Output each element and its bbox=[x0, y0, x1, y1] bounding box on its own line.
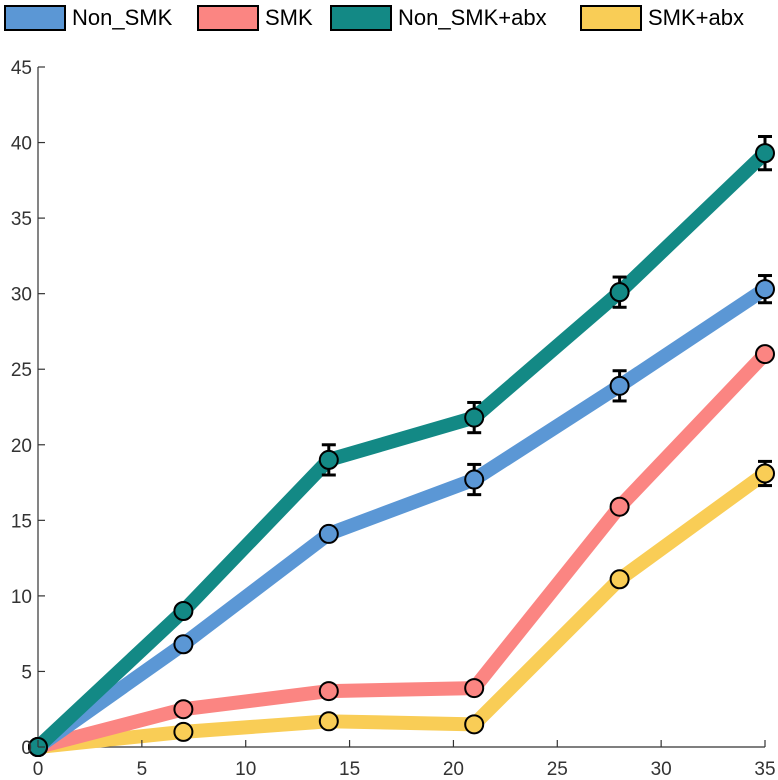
x-tick-label: 30 bbox=[651, 759, 672, 780]
data-point bbox=[609, 282, 630, 303]
legend-item-non-smk-abx: Non_SMK+abx bbox=[330, 3, 547, 33]
y-tick-label: 35 bbox=[11, 209, 32, 230]
data-point bbox=[318, 523, 339, 544]
y-tick-label: 25 bbox=[11, 360, 32, 381]
y-tick-label: 20 bbox=[11, 436, 32, 457]
data-point bbox=[755, 463, 775, 484]
legend-label-smk-abx: SMK+abx bbox=[648, 5, 744, 30]
y-tick-label: 10 bbox=[11, 587, 32, 608]
ticks-layer: 0 5 10 15 20 25 30 35 40 45 0 5 10 15 20 25 30 35 bbox=[11, 58, 776, 780]
legend-item-smk: SMK bbox=[197, 3, 313, 33]
y-tick-label: 15 bbox=[11, 511, 32, 532]
data-point bbox=[173, 721, 194, 742]
data-point bbox=[173, 699, 194, 720]
x-tick-label: 0 bbox=[33, 759, 44, 780]
data-point bbox=[464, 469, 485, 490]
legend-item-non-smk: Non_SMK bbox=[4, 3, 172, 33]
y-tick-label: 45 bbox=[11, 58, 32, 79]
data-point bbox=[464, 678, 485, 699]
legend-label-non-smk-abx: Non_SMK+abx bbox=[398, 5, 547, 30]
series-layer bbox=[28, 135, 775, 757]
legend-label-smk: SMK bbox=[265, 5, 313, 30]
x-tick-label: 20 bbox=[443, 759, 464, 780]
legend-swatch-non-smk-abx bbox=[330, 5, 392, 31]
series-line bbox=[31, 146, 772, 754]
legend-swatch-smk-abx bbox=[580, 5, 642, 31]
legend-swatch-non-smk bbox=[4, 5, 66, 31]
legend-label-non-smk: Non_SMK bbox=[72, 5, 173, 30]
data-point bbox=[173, 601, 194, 621]
data-point bbox=[464, 407, 485, 428]
data-point bbox=[464, 714, 485, 735]
data-point bbox=[755, 143, 775, 164]
data-point bbox=[755, 344, 775, 365]
legend-item-smk-abx: SMK+abx bbox=[580, 3, 744, 33]
data-point bbox=[609, 375, 630, 396]
data-point bbox=[318, 711, 339, 732]
y-tick-label: 5 bbox=[21, 662, 32, 683]
data-point bbox=[609, 569, 630, 590]
data-point bbox=[318, 449, 339, 470]
data-point bbox=[755, 279, 775, 300]
series-line bbox=[31, 347, 772, 754]
series-line bbox=[31, 466, 772, 754]
series-line bbox=[31, 282, 772, 754]
y-tick-label: 0 bbox=[21, 738, 32, 759]
data-point bbox=[609, 496, 630, 517]
x-tick-label: 25 bbox=[547, 759, 568, 780]
data-point bbox=[173, 634, 194, 655]
x-tick-label: 35 bbox=[754, 759, 775, 780]
legend-swatch-smk bbox=[197, 5, 259, 31]
y-tick-label: 30 bbox=[11, 285, 32, 306]
x-tick-label: 15 bbox=[339, 759, 360, 780]
series-non-smk-abx bbox=[28, 135, 775, 757]
y-tick-label: 40 bbox=[11, 134, 32, 155]
x-tick-label: 10 bbox=[235, 759, 256, 780]
series-smk bbox=[28, 344, 775, 757]
axes bbox=[37, 67, 765, 748]
x-tick-label: 5 bbox=[137, 759, 148, 780]
data-point bbox=[318, 681, 339, 702]
